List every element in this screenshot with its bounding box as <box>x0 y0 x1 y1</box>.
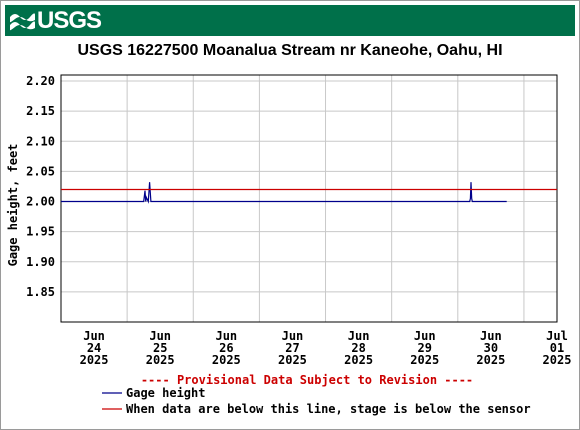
x-tick-day: 28 <box>351 341 365 355</box>
x-tick-year: 2025 <box>344 353 373 367</box>
x-tick-month: Jun <box>149 329 171 343</box>
grid-lines <box>61 75 557 322</box>
y-axis-label: Gage height, feet <box>6 144 20 267</box>
legend-label: When data are below this line, stage is … <box>126 402 531 416</box>
x-tick-day: 26 <box>219 341 233 355</box>
legend: Gage height When data are below this line… <box>102 386 531 416</box>
x-tick-month: Jun <box>348 329 370 343</box>
usgs-logo-text: USGS <box>37 7 102 34</box>
y-tick-label: 2.10 <box>26 134 55 148</box>
x-tick-month: Jul <box>546 329 568 343</box>
usgs-banner: USGS <box>5 5 575 36</box>
usgs-wave-icon <box>9 7 35 34</box>
y-tick-label: 2.20 <box>26 74 55 88</box>
x-tick-day: 01 <box>550 341 564 355</box>
x-tick-month: Jun <box>215 329 237 343</box>
chart-title: USGS 16227500 Moanalua Stream nr Kaneohe… <box>77 42 503 59</box>
x-tick-day: 29 <box>418 341 432 355</box>
y-tick-label: 2.00 <box>26 195 55 209</box>
gage-height-line <box>61 182 507 204</box>
y-tick-label: 1.90 <box>26 255 55 269</box>
plot-area-border <box>60 74 558 323</box>
x-tick-day: 30 <box>484 341 498 355</box>
x-tick-month: Jun <box>414 329 436 343</box>
x-tick-year: 2025 <box>212 353 241 367</box>
x-tick-month: Jun <box>83 329 105 343</box>
x-tick-day: 24 <box>87 341 101 355</box>
x-tick-month: Jun <box>282 329 304 343</box>
y-tick-label: 1.85 <box>26 285 55 299</box>
provisional-note: ---- Provisional Data Subject to Revisio… <box>141 373 473 387</box>
series <box>61 182 557 204</box>
usgs-logo[interactable]: USGS <box>9 7 102 34</box>
x-tick-year: 2025 <box>410 353 439 367</box>
x-tick-month: Jun <box>480 329 502 343</box>
y-axis-ticks: 2.20 2.15 2.10 2.05 2.00 1.95 1.90 1.85 <box>26 74 55 299</box>
x-tick-year: 2025 <box>146 353 175 367</box>
x-axis-ticks: Jun242025Jun252025Jun262025Jun272025Jun2… <box>80 329 572 367</box>
x-tick-year: 2025 <box>543 353 572 367</box>
x-tick-year: 2025 <box>476 353 505 367</box>
y-tick-label: 1.95 <box>26 225 55 239</box>
x-tick-day: 27 <box>285 341 299 355</box>
x-tick-day: 25 <box>153 341 167 355</box>
x-tick-year: 2025 <box>80 353 109 367</box>
y-tick-label: 2.15 <box>26 104 55 118</box>
x-tick-year: 2025 <box>278 353 307 367</box>
y-tick-label: 2.05 <box>26 164 55 178</box>
legend-label: Gage height <box>126 386 205 400</box>
